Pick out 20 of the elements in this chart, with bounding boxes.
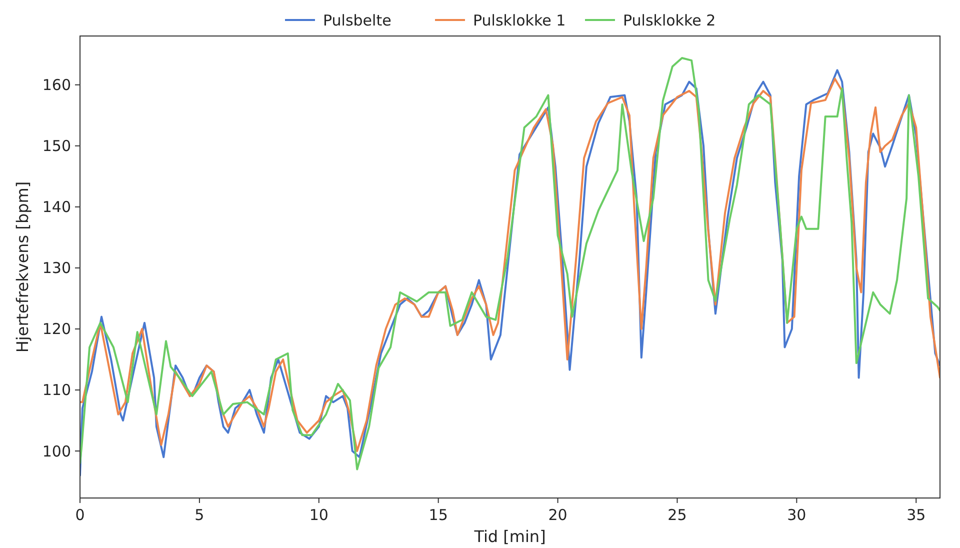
x-tick-label: 30 — [787, 506, 806, 524]
y-axis-title: Hjertefrekvens [bpm] — [13, 181, 32, 353]
y-tick-label: 110 — [42, 381, 71, 400]
legend-label: Pulsklokke 2 — [623, 11, 716, 30]
y-tick-label: 160 — [42, 76, 71, 94]
y-tick-label: 130 — [42, 259, 71, 278]
x-tick-label: 10 — [309, 506, 328, 524]
x-tick-label: 5 — [194, 506, 204, 524]
x-tick-label: 25 — [668, 506, 687, 524]
y-tick-label: 140 — [42, 198, 71, 216]
x-tick-label: 0 — [75, 506, 85, 524]
legend-label: Pulsbelte — [323, 11, 392, 30]
x-tick-label: 15 — [428, 506, 448, 524]
y-tick-label: 150 — [42, 137, 71, 156]
y-tick-label: 100 — [42, 442, 71, 460]
y-tick-label: 120 — [42, 320, 71, 338]
x-tick-label: 35 — [906, 506, 926, 524]
x-axis-title: Tid [min] — [473, 527, 546, 546]
x-tick-label: 20 — [548, 506, 568, 524]
legend-label: Pulsklokke 1 — [473, 11, 566, 30]
